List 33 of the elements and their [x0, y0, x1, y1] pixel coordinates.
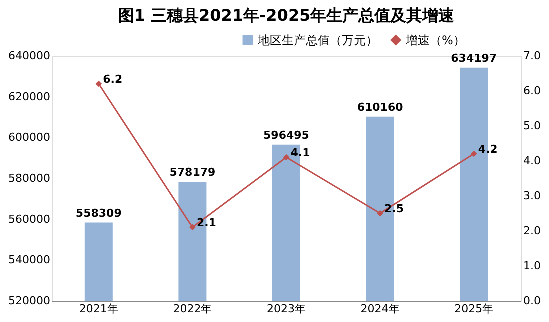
y-tick-label: 540000	[8, 254, 50, 267]
y-tick-label: 580000	[8, 172, 50, 185]
data-label: 4.1	[290, 146, 310, 160]
data-label: 2.1	[196, 216, 216, 230]
y-tick-label: 640000	[8, 50, 50, 62]
data-label: 6.2	[103, 73, 123, 86]
data-label: 4.2	[478, 143, 498, 156]
x-tick-label: 2023年	[267, 302, 306, 316]
x-tick-label: 2021年	[79, 302, 118, 316]
x-tick-label: 2025年	[454, 302, 494, 316]
data-label: 610160	[357, 100, 404, 114]
data-label: 596495	[264, 128, 310, 142]
y2-tick-label: 5.0	[524, 120, 541, 132]
y2-tick-label: 7.0	[524, 50, 541, 62]
y2-tick-label: 0.0	[524, 294, 541, 308]
y2-tick-label: 2.0	[524, 224, 541, 238]
data-label: 578179	[170, 166, 216, 180]
legend-label: 增速（%）	[405, 33, 466, 48]
x-tick-label: 2024年	[360, 302, 400, 316]
y-tick-label: 620000	[8, 90, 50, 104]
y-tick-label: 560000	[8, 212, 50, 226]
data-label: 2.5	[384, 202, 404, 216]
y-tick-label: 520000	[8, 294, 50, 308]
x-tick-label: 2022年	[173, 302, 212, 316]
chart-title: 图1 三穗县2021年-2025年生产总值及其增速	[118, 6, 456, 25]
data-label: 558309	[76, 206, 122, 220]
y2-tick-label: 6.0	[524, 84, 541, 98]
y2-tick-label: 1.0	[524, 260, 541, 272]
legend-label: 地区生产总值（万元）	[257, 33, 378, 48]
y-tick-label: 600000	[8, 131, 50, 144]
data-label: 634197	[451, 52, 498, 65]
y2-tick-label: 3.0	[524, 190, 541, 202]
y2-tick-label: 4.0	[524, 154, 541, 168]
